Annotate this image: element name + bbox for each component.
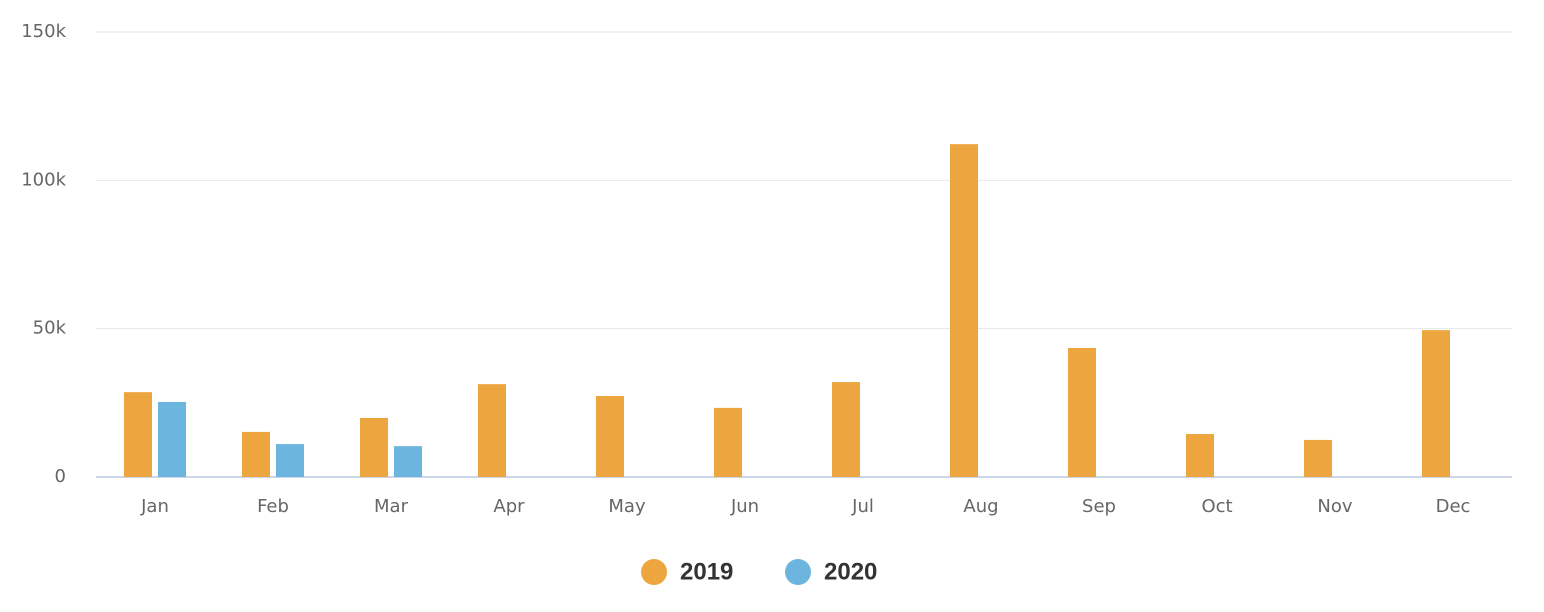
bar: [360, 417, 388, 477]
legend-label[interactable]: 2020: [824, 558, 877, 585]
x-tick-label: Nov: [1317, 496, 1352, 517]
bar: [1422, 330, 1450, 477]
x-tick-label: Jan: [140, 496, 169, 517]
x-tick-label: Aug: [963, 496, 998, 517]
y-tick-label: 100k: [21, 169, 66, 190]
bar: [1304, 439, 1332, 477]
x-tick-label: Feb: [257, 496, 289, 517]
x-tick-label: Jul: [851, 496, 874, 517]
bar: [242, 431, 270, 477]
bar: [1186, 433, 1214, 477]
bar: [832, 382, 860, 477]
bar: [714, 407, 742, 477]
x-tick-label: Jun: [730, 496, 759, 517]
y-tick-label: 50k: [33, 318, 67, 339]
x-tick-label: May: [608, 496, 646, 517]
bar: [158, 401, 186, 477]
bar: [596, 396, 624, 477]
bar: [394, 446, 422, 477]
x-tick-label: Dec: [1436, 496, 1471, 517]
x-tick-label: Oct: [1201, 496, 1232, 517]
bar: [124, 392, 152, 477]
x-tick-label: Mar: [374, 496, 409, 517]
legend-marker: [641, 559, 667, 585]
bar: [950, 144, 978, 477]
bar: [478, 384, 506, 477]
legend-marker: [785, 559, 811, 585]
legend-label[interactable]: 2019: [680, 558, 733, 585]
y-tick-label: 0: [55, 466, 66, 487]
x-tick-label: Sep: [1082, 496, 1116, 517]
y-tick-label: 150k: [21, 21, 66, 42]
bar: [276, 444, 304, 477]
bar: [1068, 347, 1096, 477]
x-tick-label: Apr: [493, 496, 525, 517]
